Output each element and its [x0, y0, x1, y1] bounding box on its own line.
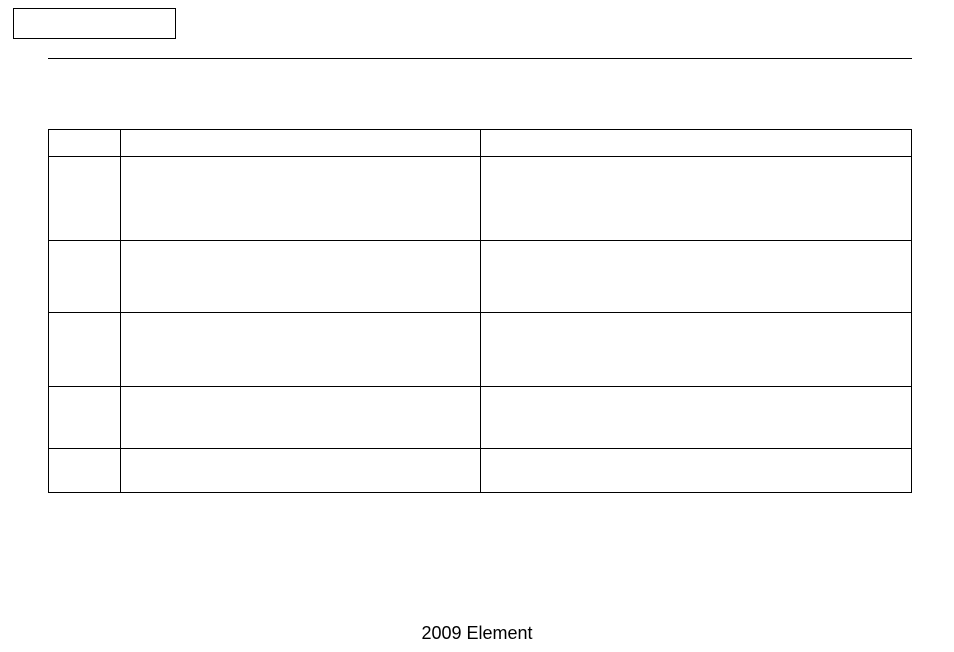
- table-row: [49, 313, 912, 387]
- table-cell: [120, 157, 481, 241]
- table-cell: [49, 241, 121, 313]
- footer-text: 2009 Element: [0, 623, 954, 644]
- table-row: [49, 387, 912, 449]
- table-row: [49, 449, 912, 493]
- table-header-cell: [120, 130, 481, 157]
- table-cell: [481, 387, 912, 449]
- table-cell: [120, 387, 481, 449]
- table-row: [49, 157, 912, 241]
- table-cell: [49, 157, 121, 241]
- table-cell: [120, 241, 481, 313]
- table-cell: [49, 313, 121, 387]
- table-cell: [49, 387, 121, 449]
- table-cell: [120, 449, 481, 493]
- table-cell: [120, 313, 481, 387]
- table-cell: [49, 449, 121, 493]
- table-cell: [481, 157, 912, 241]
- horizontal-rule: [48, 58, 912, 59]
- top-box: [13, 8, 176, 39]
- table-header-cell: [481, 130, 912, 157]
- table-header-row: [49, 130, 912, 157]
- table-cell: [481, 313, 912, 387]
- table-cell: [481, 241, 912, 313]
- table-container: [48, 129, 912, 493]
- table-header-cell: [49, 130, 121, 157]
- data-table: [48, 129, 912, 493]
- table-row: [49, 241, 912, 313]
- table-cell: [481, 449, 912, 493]
